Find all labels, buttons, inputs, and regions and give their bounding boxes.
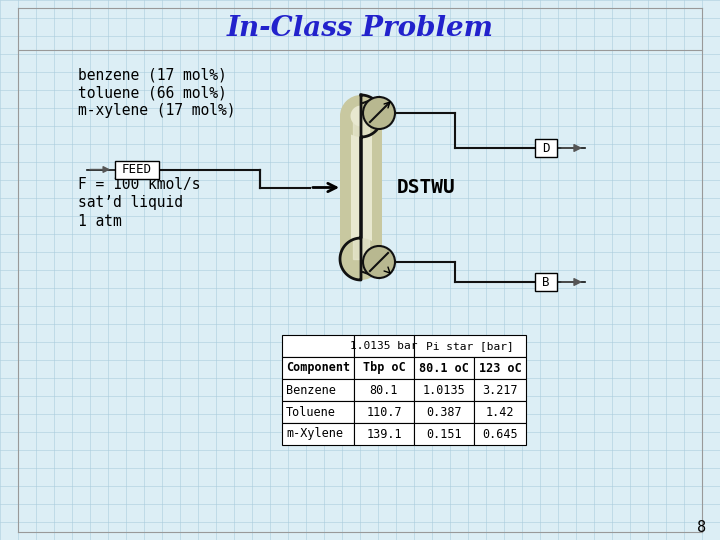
Text: Pi star [bar]: Pi star [bar]: [426, 341, 514, 351]
Text: FEED: FEED: [122, 163, 152, 176]
Bar: [354, 335, 414, 357]
Ellipse shape: [351, 105, 372, 126]
Text: 110.7: 110.7: [366, 406, 402, 419]
Text: 0.151: 0.151: [426, 428, 462, 441]
Bar: [414, 423, 474, 445]
Text: 80.1: 80.1: [370, 383, 398, 396]
Bar: [282, 423, 354, 445]
Bar: [414, 357, 474, 379]
Bar: [535, 139, 557, 157]
Bar: [535, 273, 557, 291]
Text: 1.0135: 1.0135: [423, 383, 465, 396]
Bar: [354, 379, 414, 401]
Text: m-xylene (17 mol%): m-xylene (17 mol%): [78, 104, 235, 118]
FancyBboxPatch shape: [351, 116, 372, 259]
Text: F = 100 kmol/s: F = 100 kmol/s: [78, 178, 200, 192]
Bar: [282, 379, 354, 401]
Bar: [474, 379, 526, 401]
Ellipse shape: [340, 95, 382, 137]
FancyBboxPatch shape: [340, 116, 382, 259]
Text: 139.1: 139.1: [366, 428, 402, 441]
Text: 0.645: 0.645: [482, 428, 518, 441]
Bar: [282, 357, 354, 379]
Text: 0.387: 0.387: [426, 406, 462, 419]
Text: 1.0135 bar: 1.0135 bar: [350, 341, 418, 351]
Text: DSTWU: DSTWU: [397, 178, 456, 197]
Text: sat’d liquid: sat’d liquid: [78, 195, 183, 211]
Text: toluene (66 mol%): toluene (66 mol%): [78, 85, 227, 100]
Text: m-Xylene: m-Xylene: [286, 428, 343, 441]
Text: Tbp oC: Tbp oC: [363, 361, 405, 375]
Text: Benzene: Benzene: [286, 383, 336, 396]
Bar: [474, 401, 526, 423]
Text: benzene (17 mol%): benzene (17 mol%): [78, 68, 227, 83]
Ellipse shape: [340, 238, 382, 280]
Circle shape: [363, 97, 395, 129]
Text: 123 oC: 123 oC: [479, 361, 521, 375]
Polygon shape: [353, 116, 369, 259]
Text: 80.1 oC: 80.1 oC: [419, 361, 469, 375]
Text: 8: 8: [697, 521, 706, 536]
Bar: [354, 401, 414, 423]
Circle shape: [363, 246, 395, 278]
Bar: [115, 160, 159, 179]
Bar: [354, 423, 414, 445]
Bar: [282, 335, 354, 357]
Bar: [474, 423, 526, 445]
Bar: [414, 379, 474, 401]
Bar: [414, 335, 526, 357]
Bar: [414, 401, 474, 423]
Bar: [474, 357, 526, 379]
Text: 1.42: 1.42: [486, 406, 514, 419]
Text: Toluene: Toluene: [286, 406, 336, 419]
Text: B: B: [542, 275, 550, 288]
Text: 1 atm: 1 atm: [78, 213, 122, 228]
Text: 3.217: 3.217: [482, 383, 518, 396]
Text: In-Class Problem: In-Class Problem: [227, 16, 493, 43]
Polygon shape: [340, 95, 382, 280]
Bar: [282, 401, 354, 423]
Bar: [354, 357, 414, 379]
Text: Component: Component: [286, 361, 350, 375]
Text: D: D: [542, 141, 550, 154]
